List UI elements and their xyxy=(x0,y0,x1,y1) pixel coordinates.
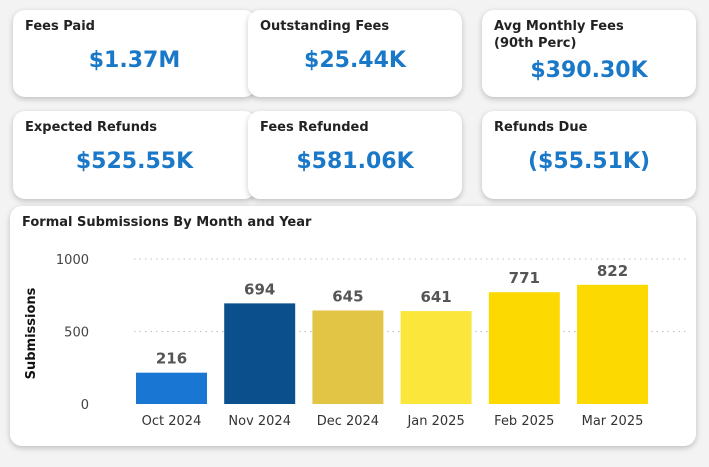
x-tick-label: Nov 2024 xyxy=(228,414,291,429)
x-tick-label: Jan 2025 xyxy=(406,414,464,429)
kpi-value: $25.44K xyxy=(304,48,406,73)
data-label: 694 xyxy=(244,280,275,298)
kpi-card-fees-paid[interactable]: Fees Paid $1.37M xyxy=(13,10,256,97)
submissions-chart-card[interactable]: Formal Submissions By Month and Year 216… xyxy=(10,206,696,446)
y-tick-label: 1000 xyxy=(56,253,89,268)
kpi-label: Avg Monthly Fees (90th Perc) xyxy=(494,19,624,51)
kpi-label: Expected Refunds xyxy=(25,120,157,135)
bar-nov-2024[interactable] xyxy=(224,303,296,404)
data-label: 645 xyxy=(332,287,363,305)
data-label: 641 xyxy=(420,288,451,306)
data-label: 822 xyxy=(597,262,628,280)
kpi-label: Fees Refunded xyxy=(260,120,369,135)
x-tick-label: Feb 2025 xyxy=(494,414,554,429)
chart-title: Formal Submissions By Month and Year xyxy=(22,215,312,230)
submissions-bar-chart: 216 694 645 641 771 822 0 500 1000 Submissions Oc… xyxy=(24,253,686,429)
data-label: 216 xyxy=(156,350,187,368)
kpi-card-avg-monthly-fees[interactable]: Avg Monthly Fees (90th Perc) $390.30K xyxy=(482,10,696,97)
kpi-value: ($55.51K) xyxy=(527,149,651,174)
kpi-card-fees-refunded[interactable]: Fees Refunded $581.06K xyxy=(248,111,462,199)
kpi-card-refunds-due[interactable]: Refunds Due ($55.51K) xyxy=(482,111,696,199)
bar-jan-2025[interactable] xyxy=(400,311,472,404)
kpi-label: Fees Paid xyxy=(25,19,95,34)
kpi-label: Refunds Due xyxy=(494,120,588,135)
bar-dec-2024[interactable] xyxy=(312,310,384,404)
data-label: 771 xyxy=(509,269,540,287)
y-tick-label: 500 xyxy=(64,326,89,341)
y-tick-label: 0 xyxy=(81,398,89,413)
bar-oct-2024[interactable] xyxy=(136,372,207,404)
x-tick-label: Dec 2024 xyxy=(317,414,379,429)
kpi-value: $390.30K xyxy=(530,58,648,83)
y-axis-title: Submissions xyxy=(24,287,39,379)
bar-mar-2025[interactable] xyxy=(577,284,648,404)
kpi-value: $581.06K xyxy=(296,149,414,174)
bar-feb-2025[interactable] xyxy=(488,292,560,404)
kpi-card-expected-refunds[interactable]: Expected Refunds $525.55K xyxy=(13,111,256,199)
kpi-value: $1.37M xyxy=(88,48,181,73)
x-tick-label: Mar 2025 xyxy=(582,414,644,429)
kpi-value: $525.55K xyxy=(75,149,194,174)
x-tick-label: Oct 2024 xyxy=(142,414,202,429)
kpi-label: Outstanding Fees xyxy=(260,19,390,34)
kpi-card-outstanding-fees[interactable]: Outstanding Fees $25.44K xyxy=(248,10,462,97)
